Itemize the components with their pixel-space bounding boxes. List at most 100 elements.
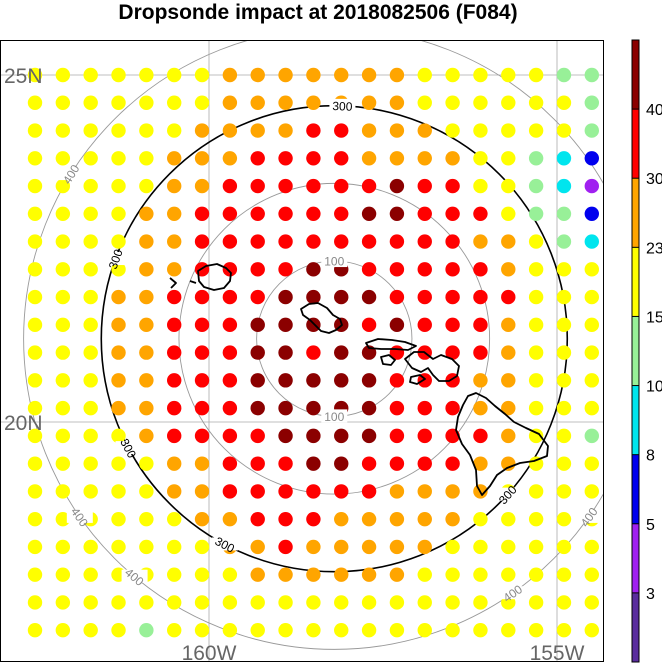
impact-dot bbox=[167, 511, 182, 527]
impact-dot bbox=[167, 484, 182, 499]
impact-dot bbox=[278, 456, 293, 471]
impact-dot bbox=[83, 484, 98, 499]
impact-dot bbox=[111, 539, 126, 555]
impact-dot bbox=[167, 400, 182, 416]
impact-dot bbox=[417, 511, 432, 527]
impact-dot bbox=[167, 595, 182, 610]
impact-dot bbox=[473, 262, 488, 277]
impact-dot bbox=[83, 456, 98, 471]
impact-dot bbox=[556, 151, 572, 166]
impact-dot bbox=[473, 428, 488, 444]
impact-dot bbox=[528, 484, 544, 499]
impact-dot bbox=[111, 484, 126, 499]
impact-dot bbox=[83, 373, 98, 388]
colorbar: 3 5 8 10 15 23 30 40 bbox=[631, 39, 662, 663]
impact-dot bbox=[250, 262, 265, 277]
impact-dot bbox=[306, 428, 321, 444]
impact-dot bbox=[389, 456, 405, 471]
impact-dot bbox=[417, 539, 432, 555]
impact-dot bbox=[83, 67, 98, 83]
impact-dot bbox=[306, 234, 321, 249]
impact-dot bbox=[55, 623, 71, 638]
impact-dot bbox=[27, 428, 43, 444]
colorbar-segment bbox=[632, 454, 639, 524]
impact-dot bbox=[584, 539, 599, 555]
impact-dot bbox=[250, 400, 265, 416]
coastline-molokai bbox=[365, 338, 417, 351]
impact-dot bbox=[250, 206, 265, 221]
impact-dot bbox=[334, 123, 349, 138]
colorbar-segment bbox=[632, 316, 639, 386]
impact-dot bbox=[361, 595, 377, 610]
impact-dot bbox=[111, 178, 126, 194]
impact-dot bbox=[222, 234, 238, 249]
range-ring-400 bbox=[23, 40, 604, 650]
impact-dot bbox=[111, 317, 126, 333]
impact-dot bbox=[139, 95, 154, 110]
impact-dot bbox=[389, 178, 405, 194]
ring-label-100: 100 bbox=[324, 255, 344, 269]
impact-dot bbox=[278, 400, 293, 416]
ring-label-bg bbox=[102, 252, 129, 266]
impact-dot bbox=[306, 345, 321, 360]
impact-dot bbox=[222, 623, 238, 638]
impact-dot bbox=[139, 289, 154, 305]
impact-dot bbox=[389, 123, 405, 138]
impact-dot bbox=[222, 428, 238, 444]
impact-dot bbox=[167, 373, 182, 388]
impact-dot bbox=[417, 623, 432, 638]
impact-dot bbox=[83, 123, 98, 138]
impact-dot bbox=[361, 567, 377, 582]
impact-dot bbox=[334, 484, 349, 499]
impact-dot bbox=[473, 206, 488, 221]
impact-dot bbox=[139, 67, 154, 83]
impact-dot bbox=[111, 67, 126, 83]
impact-dot bbox=[389, 539, 405, 555]
impact-dot bbox=[473, 595, 488, 610]
impact-dot bbox=[389, 67, 405, 83]
impact-dot bbox=[222, 567, 238, 582]
colorbar-segment bbox=[632, 592, 639, 662]
impact-dot bbox=[306, 595, 321, 610]
impact-dot bbox=[501, 317, 516, 333]
impact-dot bbox=[306, 567, 321, 582]
impact-dot bbox=[501, 567, 516, 582]
impact-dot bbox=[222, 123, 238, 138]
colorbar-segment bbox=[632, 109, 639, 179]
impact-dot bbox=[139, 178, 154, 194]
impact-dot bbox=[556, 123, 572, 138]
impact-dot bbox=[250, 511, 265, 527]
impact-dot bbox=[27, 539, 43, 555]
impact-dot bbox=[194, 234, 210, 249]
impact-dot bbox=[194, 151, 210, 166]
impact-dot bbox=[389, 373, 405, 388]
impact-dot bbox=[111, 289, 126, 305]
impact-dot bbox=[27, 484, 43, 499]
ring-label-bg bbox=[575, 509, 602, 523]
impact-dot bbox=[222, 400, 238, 416]
impact-dot bbox=[473, 317, 488, 333]
impact-dot bbox=[222, 178, 238, 194]
impact-dot bbox=[27, 123, 43, 138]
colorbar-tick-label: 23 bbox=[646, 240, 662, 257]
impact-dot bbox=[445, 623, 460, 638]
ring-label-300: 300 bbox=[106, 247, 126, 271]
impact-dot bbox=[83, 178, 98, 194]
impact-dot bbox=[445, 539, 460, 555]
impact-dot bbox=[111, 623, 126, 638]
impact-dot bbox=[278, 511, 293, 527]
impact-dot bbox=[278, 289, 293, 305]
impact-dot bbox=[55, 262, 71, 277]
impact-dot bbox=[473, 95, 488, 110]
impact-dot bbox=[473, 511, 488, 527]
ring-label-bg bbox=[499, 586, 526, 600]
impact-dot bbox=[278, 317, 293, 333]
impact-dot bbox=[111, 123, 126, 138]
impact-dot bbox=[111, 595, 126, 610]
impact-dot bbox=[250, 428, 265, 444]
impact-dot bbox=[584, 428, 599, 444]
impact-dot bbox=[139, 595, 154, 610]
impact-dot bbox=[222, 484, 238, 499]
impact-dot bbox=[473, 67, 488, 83]
impact-dot bbox=[445, 67, 460, 83]
